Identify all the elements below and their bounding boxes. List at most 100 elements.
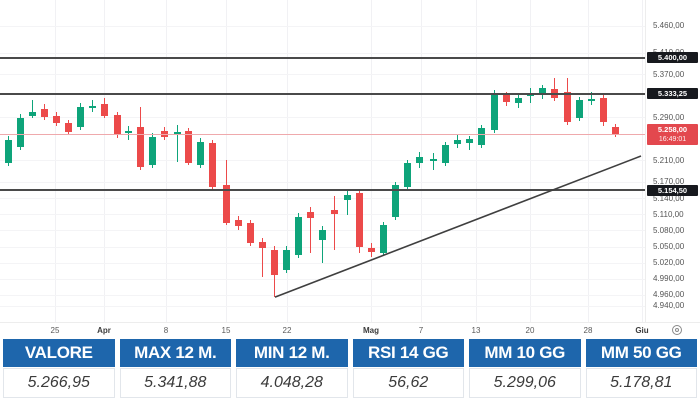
table-col-mm50: MM 50 GG 5.178,81 [585, 339, 697, 398]
y-axis-label: 5.110,00 [653, 209, 684, 219]
table-value-min12m: 4.048,28 [236, 368, 348, 398]
candle-wick [590, 91, 592, 105]
candle-body [490, 92, 498, 131]
candle-body [306, 212, 314, 218]
time-axis[interactable]: 25 Apr 8 15 22 Mag 7 13 20 28 Giu [0, 322, 700, 338]
y-axis-label: 5.080,00 [653, 225, 685, 235]
horizontal-gridline [0, 74, 645, 76]
candle-body [330, 209, 338, 215]
candle-body [196, 142, 204, 166]
candle-body [355, 193, 363, 247]
candle-body [538, 88, 546, 96]
candle-body [136, 126, 144, 167]
candle-body [367, 248, 375, 252]
table-value-rsi14: 56,62 [352, 368, 464, 398]
table-header-mm50: MM 50 GG [585, 339, 697, 367]
candle-body [184, 131, 192, 163]
candle-body [514, 97, 522, 104]
candle-body [270, 250, 278, 275]
candle-body [113, 115, 121, 135]
table-header-min12m: MIN 12 M. [236, 339, 348, 367]
horizontal-gridline [0, 181, 645, 183]
horizontal-gridline [0, 294, 645, 296]
candle-body [40, 109, 48, 118]
candle-body [575, 100, 583, 118]
candle-body [563, 91, 571, 123]
candle-body [148, 137, 156, 166]
table-col-rsi14: RSI 14 GG 56,62 [352, 339, 464, 398]
candle-body [173, 131, 181, 134]
horizontal-gridline [0, 214, 645, 216]
price-level-line [0, 56, 645, 59]
x-axis-label: 13 [471, 326, 481, 335]
candle-body [222, 185, 230, 223]
last-price-badge: 5.258,00 16:49:01 [647, 124, 698, 146]
candle-body [52, 116, 60, 124]
candle-wick [31, 100, 33, 118]
x-axis-label: Apr [97, 326, 111, 335]
table-value-mm10: 5.299,06 [469, 368, 581, 398]
candle-wick [176, 124, 178, 162]
candle-wick [333, 195, 335, 251]
candle-body [4, 139, 12, 163]
chart-plot-area[interactable] [0, 0, 645, 322]
candle-body [294, 216, 302, 256]
candle-body [441, 145, 449, 163]
candle-wick [468, 136, 470, 151]
price-level-line [0, 189, 645, 192]
candle-body [246, 222, 254, 244]
horizontal-gridline [0, 25, 645, 27]
y-axis-label: 5.020,00 [653, 258, 685, 268]
y-axis-label: 5.460,00 [653, 21, 685, 31]
candle-body [477, 128, 485, 146]
table-value-mm50: 5.178,81 [585, 368, 697, 398]
horizontal-gridline [0, 160, 645, 162]
price-axis[interactable]: 5.460,005.410,005.370,005.290,005.210,00… [645, 0, 700, 322]
candle-body [124, 131, 132, 134]
x-axis-label: 22 [282, 326, 292, 335]
candle-body [403, 163, 411, 188]
candle-body [343, 194, 351, 201]
candle-body [587, 98, 595, 102]
horizontal-gridline [0, 117, 645, 119]
table-col-mm10: MM 10 GG 5.299,06 [469, 339, 581, 398]
candle-body [453, 139, 461, 145]
price-level-badge: 5.400,00 [647, 52, 698, 64]
candle-body [611, 126, 619, 134]
y-axis-label: 4.940,00 [653, 301, 685, 311]
axis-settings-icon[interactable] [672, 325, 682, 335]
y-axis-label: 5.290,00 [653, 112, 685, 122]
candle-body [258, 242, 266, 249]
x-axis-label: 7 [418, 326, 424, 335]
x-axis-label: 28 [583, 326, 593, 335]
candle-body [318, 229, 326, 240]
x-axis-label: Mag [363, 326, 379, 335]
table-value-max12m: 5.341,88 [119, 368, 231, 398]
candle-wick [432, 152, 434, 170]
price-level-badge: 5.154,50 [647, 184, 698, 196]
horizontal-gridline [0, 305, 645, 307]
summary-table: VALORE 5.266,95 MAX 12 M. 5.341,88 MIN 1… [0, 339, 700, 398]
horizontal-gridline [0, 246, 645, 248]
candle-body [208, 143, 216, 188]
candle-body [379, 224, 387, 253]
last-price-value: 5.258,00 [657, 125, 688, 135]
price-level-badge: 5.333,25 [647, 88, 698, 100]
x-axis-label: Giu [635, 326, 649, 335]
table-col-min12m: MIN 12 M. 4.048,28 [236, 339, 348, 398]
candle-body [64, 123, 72, 132]
horizontal-gridline [0, 262, 645, 264]
x-axis-label: 15 [221, 326, 231, 335]
y-axis-label: 4.990,00 [653, 274, 685, 284]
candle-body [88, 105, 96, 109]
table-col-valore: VALORE 5.266,95 [3, 339, 115, 398]
candle-body [415, 157, 423, 163]
candle-body [429, 159, 437, 162]
x-axis-label: 25 [50, 326, 60, 335]
y-axis-label: 5.210,00 [653, 155, 685, 165]
candle-body [100, 103, 108, 117]
y-axis-label: 5.050,00 [653, 241, 685, 251]
last-price-time: 16:49:01 [658, 136, 687, 144]
candle-body [76, 107, 84, 127]
